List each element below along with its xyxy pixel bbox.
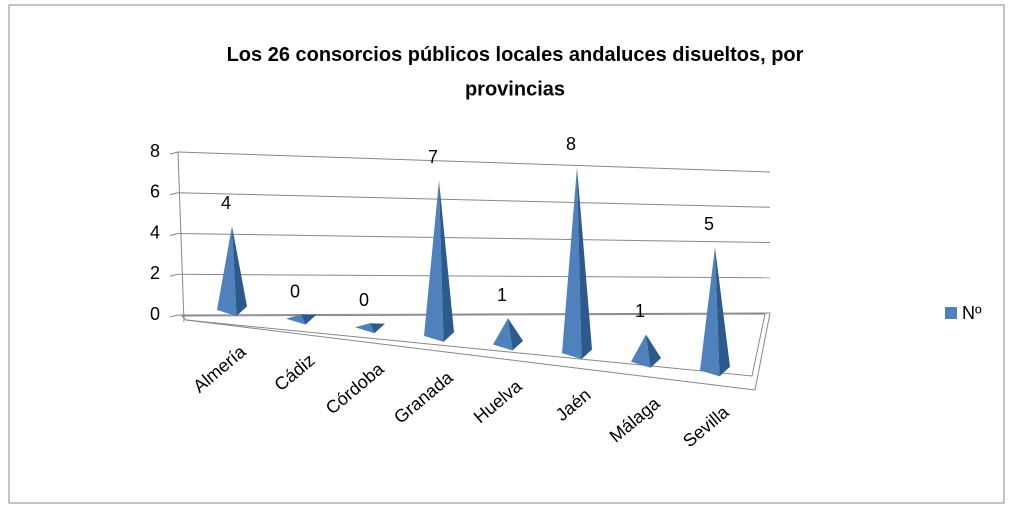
data-label: 8 <box>566 134 576 154</box>
chart-title: Los 26 consorcios públicos locales andal… <box>227 44 804 66</box>
y-tick <box>169 151 179 155</box>
pyramid-side <box>577 167 592 360</box>
right-wall-edge <box>754 312 771 391</box>
y-tick <box>169 192 179 196</box>
data-label: 4 <box>221 193 231 213</box>
y-tick-label: 8 <box>150 141 160 161</box>
pyramid-side <box>370 323 385 334</box>
pyramid <box>217 226 237 316</box>
pyramid-side <box>301 314 316 325</box>
pyramid <box>631 334 651 368</box>
grid-line <box>177 312 771 316</box>
data-label: 0 <box>290 281 300 301</box>
y-tick-label: 0 <box>150 304 160 324</box>
floor-front <box>185 319 756 391</box>
grid-line <box>177 192 771 208</box>
y-tick-label: 4 <box>150 222 160 242</box>
chart-frame <box>8 4 1005 504</box>
y-tick <box>169 233 179 236</box>
pyramid-side <box>439 180 454 342</box>
data-label: 1 <box>497 285 507 305</box>
pyramid-side <box>508 318 523 351</box>
pyramid <box>355 323 375 334</box>
legend-label: Nº <box>962 303 982 323</box>
y-tick-label: 2 <box>150 263 160 283</box>
pyramid-side <box>232 226 247 316</box>
pyramid <box>562 167 582 360</box>
y-axis <box>177 151 185 323</box>
pyramid <box>424 180 444 342</box>
grid-line <box>177 273 771 279</box>
pyramid <box>700 247 720 377</box>
grid-line <box>177 233 771 243</box>
data-label: 5 <box>704 214 714 234</box>
y-tick <box>169 314 179 318</box>
legend-swatch <box>945 307 957 319</box>
pyramid-side <box>715 247 730 377</box>
y-tick <box>169 273 179 277</box>
data-label: 1 <box>635 301 645 321</box>
grid-line <box>177 151 771 173</box>
y-tick-label: 6 <box>150 182 160 202</box>
pyramid <box>493 318 513 351</box>
data-label: 7 <box>428 147 438 167</box>
pyramid-side <box>646 334 661 368</box>
pyramid <box>286 314 306 325</box>
data-label: 0 <box>359 290 369 310</box>
chart-title-line2: provincias <box>465 78 565 100</box>
